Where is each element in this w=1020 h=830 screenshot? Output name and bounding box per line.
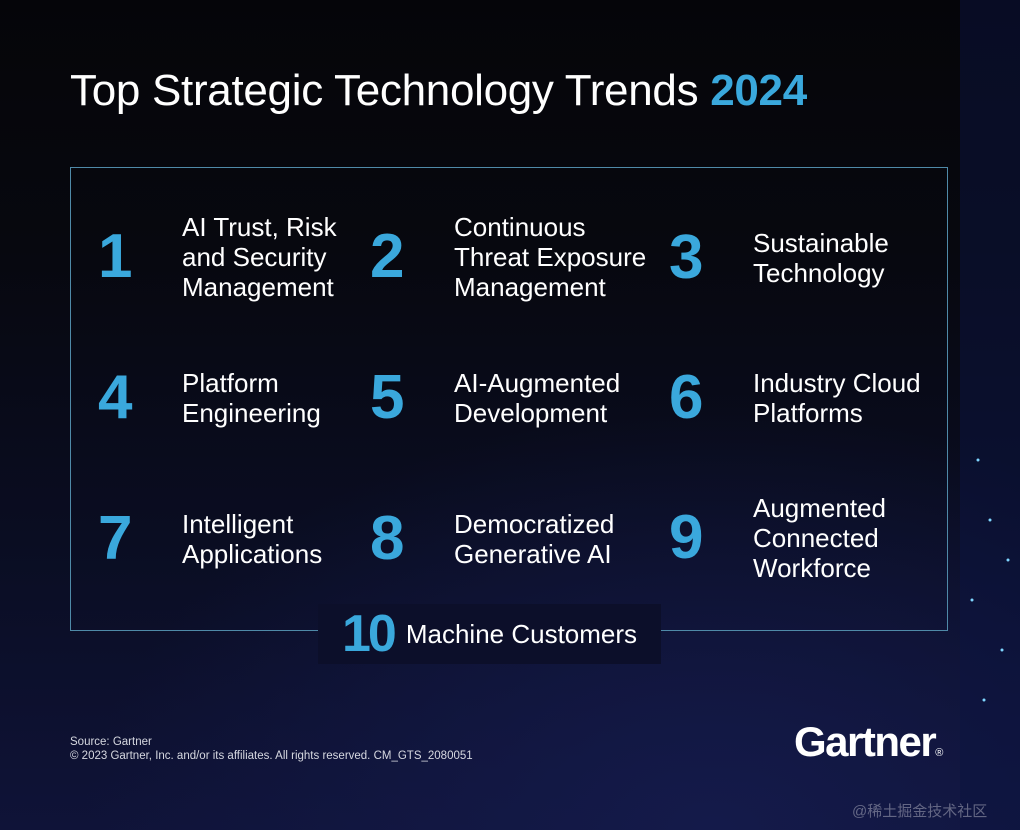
- trend-label: Democratized Generative AI: [454, 509, 615, 569]
- light-streaks-decoration: [960, 0, 1020, 830]
- logo-text: Gartner: [794, 718, 937, 765]
- trend-label: Intelligent Applications: [182, 509, 323, 569]
- copyright-text: © 2023 Gartner, Inc. and/or its affiliat…: [70, 750, 473, 762]
- registered-mark: ®: [935, 747, 944, 759]
- page-title: Top Strategic Technology Trends 2024: [70, 66, 807, 116]
- trend-item-6: 6 Industry Cloud Platforms: [669, 367, 921, 429]
- trend-item-2: 2 Continuous Threat Exposure Management: [370, 212, 646, 302]
- trend-item-7: 7 Intelligent Applications: [98, 508, 322, 570]
- trend-item-8: 8 Democratized Generative AI: [370, 508, 614, 570]
- trend-number: 9: [669, 503, 703, 572]
- trend-label: Platform Engineering: [182, 368, 321, 428]
- trend-item-9: 9 Augmented Connected Workforce: [669, 493, 886, 583]
- trend-number: 1: [98, 222, 132, 291]
- trend-number: 4: [98, 363, 132, 432]
- trend-label: Continuous Threat Exposure Management: [454, 212, 647, 302]
- trend-number: 10: [342, 605, 397, 663]
- trend-number: 6: [669, 363, 703, 432]
- title-text: Top Strategic Technology Trends: [70, 66, 699, 115]
- trend-number: 8: [370, 504, 404, 573]
- trend-label: Industry Cloud Platforms: [753, 368, 921, 428]
- trend-item-4: 4 Platform Engineering: [98, 367, 321, 429]
- gartner-logo: Gartner®: [794, 718, 943, 766]
- trend-number: 7: [98, 504, 132, 573]
- trend-label: AI Trust, Risk and Security Management: [182, 212, 337, 302]
- trend-item-3: 3 Sustainable Technology: [669, 227, 889, 289]
- trend-number: 3: [669, 223, 703, 292]
- watermark: @稀土掘金技术社区: [852, 803, 988, 820]
- trend-label: Sustainable Technology: [753, 228, 889, 288]
- trend-label: Machine Customers: [405, 618, 638, 649]
- trend-label: AI-Augmented Development: [454, 368, 621, 428]
- trend-number: 5: [370, 363, 404, 432]
- trend-item-5: 5 AI-Augmented Development: [370, 367, 620, 429]
- source-text: Source: Gartner: [70, 736, 152, 748]
- trend-item-1: 1 AI Trust, Risk and Security Management: [98, 212, 337, 302]
- trend-item-10: 10 Machine Customers: [318, 604, 662, 664]
- trend-number: 2: [370, 222, 404, 291]
- title-year: 2024: [710, 66, 807, 115]
- source-note: Source: Gartner © 2023 Gartner, Inc. and…: [70, 735, 473, 763]
- trend-label: Augmented Connected Workforce: [753, 493, 886, 583]
